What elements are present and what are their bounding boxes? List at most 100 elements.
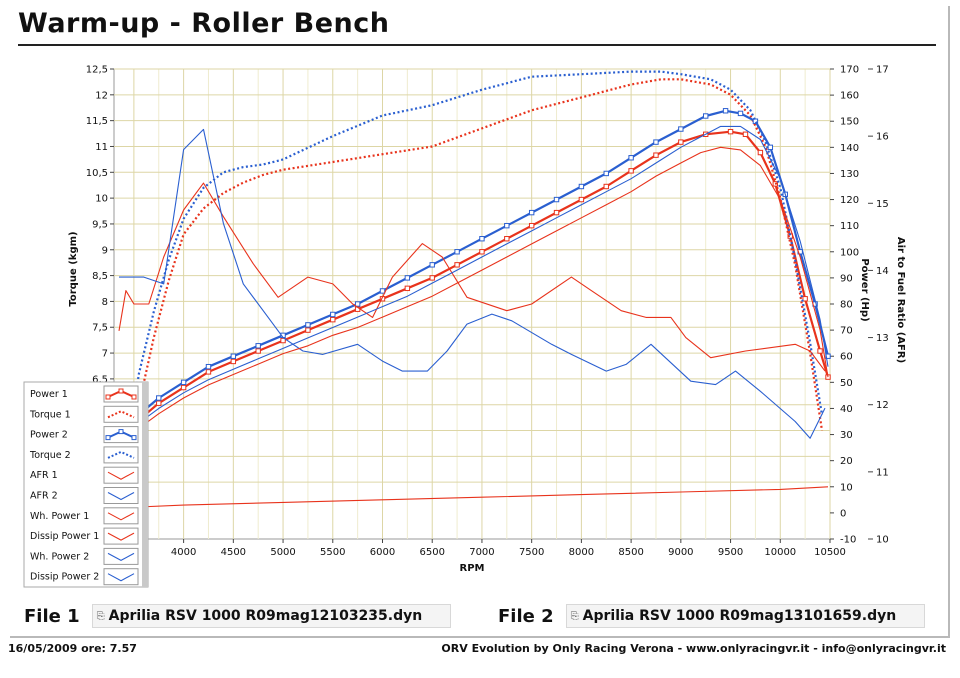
title-rule: [18, 44, 936, 46]
data-point: [767, 144, 774, 151]
file-icon: ⎘: [570, 610, 579, 622]
data-point: [653, 152, 659, 158]
power-tick-label: -10: [840, 535, 856, 546]
file2-name: Aprilia RSV 1000 R09mag13101659.dyn: [582, 608, 897, 624]
legend-swatch-line: [107, 450, 135, 459]
series-line: [122, 78, 824, 483]
data-point: [528, 222, 535, 229]
legend-swatch-marker: [131, 435, 137, 441]
data-point: [429, 262, 435, 268]
data-point: [454, 262, 460, 268]
x-tick-label: 5000: [270, 547, 295, 558]
footer-credit: ORV Evolution by Only Racing Verona - ww…: [441, 642, 946, 655]
power-tick-label: 120: [840, 195, 859, 206]
file1-row: File 1 ⎘ Aprilia RSV 1000 R09mag12103235…: [24, 603, 451, 629]
power-tick-label: 140: [840, 143, 859, 154]
legend-label: Wh. Power 1: [30, 511, 89, 522]
torque-tick-label: 11,5: [86, 116, 108, 127]
x-tick-label: 6500: [419, 547, 444, 558]
data-point: [156, 400, 162, 406]
chart-title: Warm-up - Roller Bench: [18, 8, 390, 39]
data-point: [230, 358, 237, 365]
series-afr-1: [118, 182, 826, 372]
data-point: [702, 113, 709, 119]
data-point: [603, 183, 609, 190]
data-point: [330, 316, 336, 323]
legend-swatch: [103, 405, 139, 423]
legend-swatch-marker: [105, 435, 111, 441]
x-tick-label: 8000: [569, 547, 594, 558]
legend-swatch: [103, 446, 139, 464]
data-point: [404, 285, 411, 292]
file2-label: File 2: [498, 605, 554, 627]
data-point: [528, 209, 535, 216]
data-point: [255, 343, 261, 349]
data-point: [205, 369, 212, 375]
power-tick-label: 80: [840, 300, 853, 311]
series-line: [121, 486, 829, 509]
data-point: [479, 249, 485, 255]
legend-label: Torque 1: [29, 409, 71, 420]
legend-swatch-line: [107, 492, 135, 501]
legend-swatch-line: [107, 552, 135, 562]
x-tick-label: 9500: [718, 547, 743, 558]
plot-area: [113, 68, 831, 540]
series-afr-2: [119, 128, 826, 439]
power-axis-title: Power (Hp): [859, 258, 870, 321]
torque-tick-label: 8: [102, 297, 108, 308]
x-tick-label: 10500: [814, 547, 846, 558]
series-line: [119, 128, 826, 439]
data-point: [603, 170, 609, 177]
data-point: [255, 348, 261, 354]
legend-swatch: [103, 385, 139, 403]
data-point: [305, 322, 311, 328]
data-point: [305, 327, 311, 333]
legend-label: Wh. Power 2: [30, 551, 89, 562]
x-axis-title: RPM: [460, 563, 485, 574]
legend-swatch: [103, 547, 139, 565]
legend-swatch: [103, 466, 139, 484]
series-wh-power-2: [121, 125, 829, 446]
x-tick-label: 4500: [221, 547, 246, 558]
series-line: [121, 146, 829, 451]
power-tick-label: 70: [840, 326, 853, 337]
series-torque-2: [122, 70, 824, 478]
data-point: [628, 168, 634, 174]
power-tick-label: 20: [840, 456, 853, 467]
afr-tick-label: 14: [876, 266, 889, 277]
legend-swatch-marker: [105, 394, 111, 400]
power-tick-label: 30: [840, 430, 853, 441]
torque-tick-label: 12,5: [86, 65, 108, 76]
afr-tick-label: 13: [876, 333, 889, 344]
series-power-2: [119, 108, 831, 443]
legend-label: Dissip Power 1: [30, 531, 99, 542]
power-tick-label: 60: [840, 352, 853, 363]
legend-label: AFR 2: [30, 491, 58, 502]
legend-label: Torque 2: [29, 450, 71, 461]
power-tick-label: 130: [840, 169, 859, 180]
legend-swatch-marker: [118, 429, 124, 435]
legend-swatch: [103, 568, 139, 586]
x-tick-label: 9000: [668, 547, 693, 558]
torque-tick-label: 6,5: [92, 374, 108, 385]
data-point: [553, 196, 560, 203]
data-point: [230, 353, 237, 359]
data-point: [429, 275, 435, 281]
afr-tick-label: 11: [876, 467, 889, 478]
power-tick-label: 170: [840, 65, 859, 76]
legend-swatch: [103, 527, 139, 545]
x-tick-label: 8500: [618, 547, 643, 558]
data-point: [156, 395, 162, 401]
series-layer: [118, 70, 831, 509]
x-tick-label: 6000: [370, 547, 395, 558]
data-point: [742, 131, 749, 137]
x-tick-label: 7500: [519, 547, 544, 558]
data-point: [330, 311, 336, 318]
axes: 3500400045005000550060006500700075008000…: [68, 65, 906, 575]
torque-tick-label: 8,5: [92, 271, 108, 282]
data-point: [354, 301, 361, 307]
legend-swatch-line: [107, 573, 135, 582]
data-point: [553, 209, 560, 216]
data-point: [817, 348, 823, 354]
data-point: [802, 296, 808, 302]
